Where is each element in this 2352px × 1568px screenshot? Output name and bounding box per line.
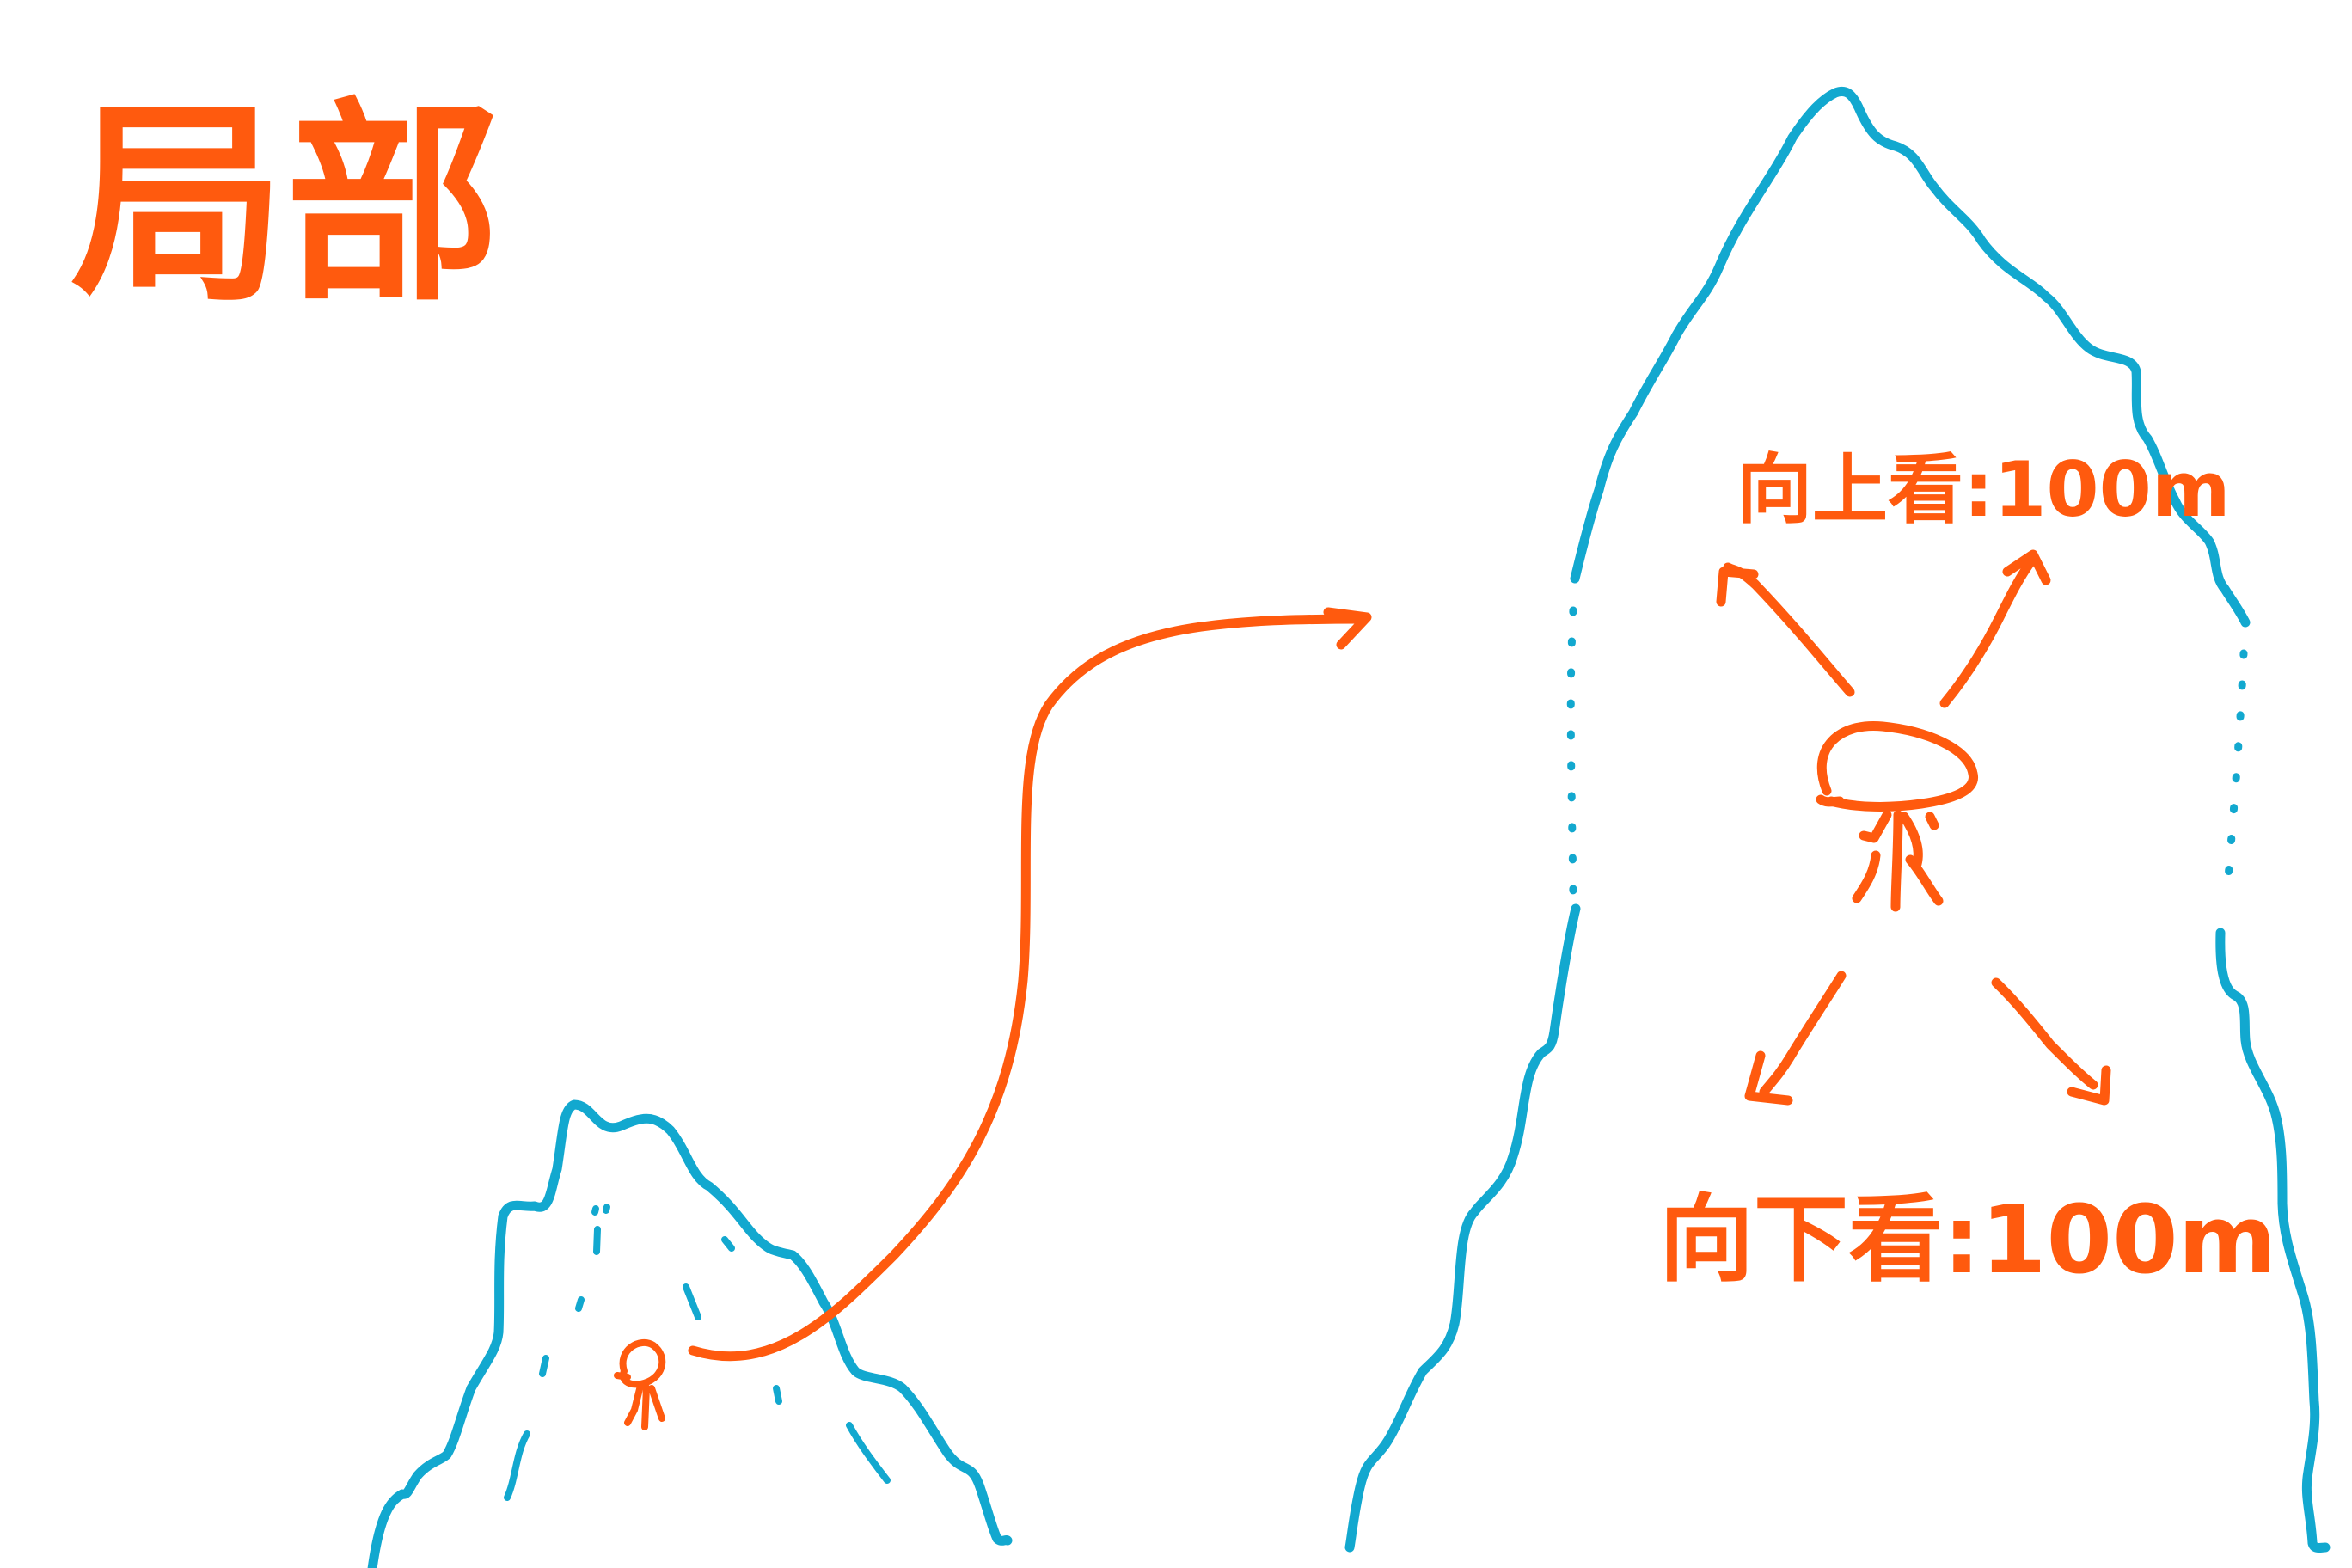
small-mountain-mark: [539, 1355, 549, 1377]
arrow-down-right-icon: [1991, 977, 2098, 1090]
arrow-down-left-icon: [1759, 971, 1847, 1097]
big-mountain-left-lower: [1344, 903, 1581, 1553]
big-mountain-right-dots: [2222, 649, 2248, 903]
big-mountain-right-lower: [2215, 928, 2331, 1553]
zoom-arrow-curve: [688, 614, 1369, 1362]
look-down-label: 向下看:100m: [1659, 1185, 2276, 1295]
small-mountain-mark: [591, 1205, 599, 1216]
arrow-up-right-icon: [1939, 554, 2038, 708]
big-mountain-left-dots: [1566, 606, 1577, 898]
small-mountain-mark: [683, 1283, 701, 1320]
small-mountain-mark: [603, 1204, 610, 1214]
title: 局部: [70, 80, 500, 330]
arrow-up-left-icon: [1723, 562, 1855, 697]
big-person-icon: [1816, 720, 1978, 912]
zoom-arrow: [688, 607, 1372, 1362]
look-up-label: 向上看:100m: [1736, 445, 2231, 534]
small-mountain-mark: [773, 1385, 782, 1405]
small-mountain-outline: [367, 1099, 1013, 1568]
small-mountain-mark: [721, 1236, 735, 1252]
arrow-down-right-head-icon: [2067, 1065, 2111, 1106]
small-person-icon: [614, 1338, 666, 1430]
small-mountain: [367, 1099, 1013, 1568]
zoom-arrow-head: [1323, 607, 1372, 650]
big-mountain-left-upper: [1570, 86, 2251, 628]
arrow-up-right-head-icon: [2002, 549, 2051, 585]
big-mountain: [1344, 86, 2331, 1553]
small-mountain-mark: [504, 1430, 530, 1501]
small-mountain-mark: [575, 1296, 585, 1312]
small-mountain-mark: [846, 1422, 891, 1484]
direction-arrows: [1716, 549, 2111, 1106]
arrow-up-left-head-icon: [1716, 567, 1759, 607]
arrow-down-left-head-icon: [1744, 1050, 1793, 1106]
